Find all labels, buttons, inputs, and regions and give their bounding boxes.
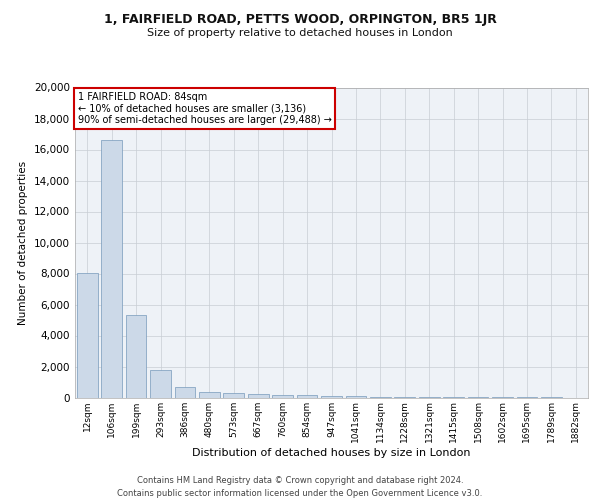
Bar bbox=[370, 396, 391, 398]
Bar bbox=[101, 140, 122, 398]
Bar bbox=[248, 394, 269, 398]
Bar bbox=[77, 272, 98, 398]
Bar bbox=[199, 392, 220, 398]
Text: Size of property relative to detached houses in London: Size of property relative to detached ho… bbox=[147, 28, 453, 38]
Text: 1 FAIRFIELD ROAD: 84sqm
← 10% of detached houses are smaller (3,136)
90% of semi: 1 FAIRFIELD ROAD: 84sqm ← 10% of detache… bbox=[77, 92, 331, 126]
Bar bbox=[223, 393, 244, 398]
Text: Contains HM Land Registry data © Crown copyright and database right 2024.
Contai: Contains HM Land Registry data © Crown c… bbox=[118, 476, 482, 498]
Bar bbox=[175, 388, 196, 398]
X-axis label: Distribution of detached houses by size in London: Distribution of detached houses by size … bbox=[192, 448, 471, 458]
Bar bbox=[125, 316, 146, 398]
Bar bbox=[394, 397, 415, 398]
Text: 1, FAIRFIELD ROAD, PETTS WOOD, ORPINGTON, BR5 1JR: 1, FAIRFIELD ROAD, PETTS WOOD, ORPINGTON… bbox=[104, 12, 496, 26]
Bar bbox=[296, 396, 317, 398]
Y-axis label: Number of detached properties: Number of detached properties bbox=[19, 160, 28, 324]
Bar bbox=[321, 396, 342, 398]
Bar bbox=[346, 396, 367, 398]
Bar bbox=[272, 395, 293, 398]
Bar bbox=[150, 370, 171, 398]
